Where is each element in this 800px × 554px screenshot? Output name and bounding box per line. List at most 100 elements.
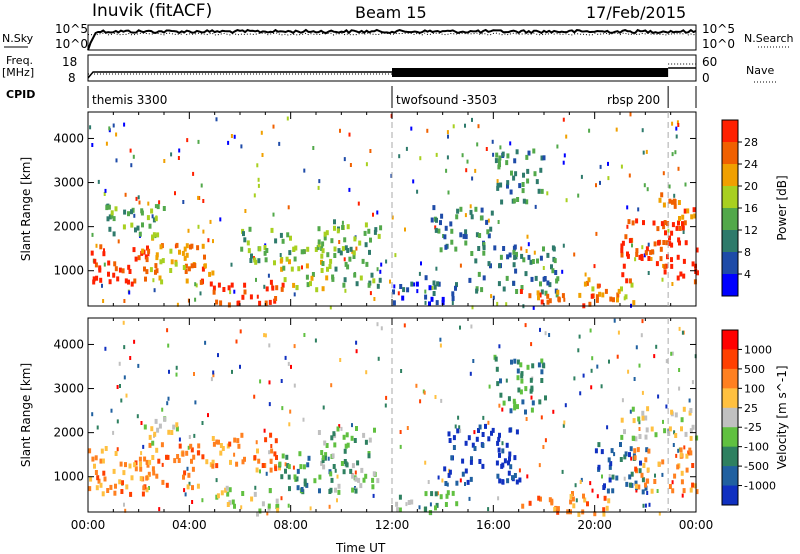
data-pixel: [468, 496, 471, 501]
data-pixel: [261, 463, 265, 468]
data-pixel: [140, 421, 143, 425]
data-pixel: [642, 150, 645, 155]
data-pixel: [376, 283, 380, 289]
data-pixel: [553, 258, 557, 264]
data-pixel: [673, 430, 676, 435]
data-pixel: [590, 385, 593, 390]
data-pixel: [469, 459, 473, 465]
data-pixel: [574, 483, 577, 488]
data-pixel: [336, 426, 340, 432]
data-pixel: [212, 285, 216, 291]
data-pixel: [212, 441, 216, 447]
data-pixel: [293, 344, 296, 349]
data-pixel: [498, 403, 501, 408]
data-pixel: [466, 479, 470, 485]
data-pixel: [107, 260, 111, 266]
data-pixel: [605, 505, 609, 511]
data-pixel: [302, 417, 305, 422]
data-pixel: [101, 458, 105, 464]
data-pixel: [634, 257, 637, 262]
data-pixel: [492, 152, 495, 157]
data-pixel: [530, 395, 533, 400]
data-pixel: [530, 407, 534, 413]
data-pixel: [641, 415, 645, 421]
data-pixel: [256, 294, 259, 299]
data-pixel: [102, 299, 105, 303]
data-pixel: [343, 157, 346, 162]
data-pixel: [482, 275, 486, 281]
nsearch-line: [87, 32, 696, 36]
data-pixel: [512, 198, 516, 204]
data-pixel: [524, 386, 528, 392]
data-pixel: [125, 393, 128, 398]
data-pixel: [536, 258, 539, 264]
data-pixel: [494, 356, 498, 362]
data-pixel: [341, 220, 344, 225]
data-pixel: [485, 219, 489, 225]
data-pixel: [653, 354, 656, 359]
data-pixel: [671, 152, 674, 157]
data-pixel: [257, 183, 260, 188]
data-pixel: [642, 463, 646, 468]
data-pixel: [364, 473, 368, 479]
data-pixel: [161, 479, 165, 485]
data-pixel: [616, 297, 619, 303]
data-pixel: [418, 505, 421, 510]
colorbar-swatch: [722, 466, 738, 487]
data-pixel: [679, 447, 683, 453]
data-pixel: [489, 226, 493, 232]
data-pixel: [451, 291, 455, 297]
data-pixel: [515, 429, 519, 435]
data-pixel: [233, 452, 236, 457]
data-pixel: [322, 464, 326, 470]
data-pixel: [156, 232, 160, 238]
data-pixel: [455, 282, 458, 288]
data-pixel: [215, 117, 218, 122]
data-pixel: [128, 290, 131, 295]
data-pixel: [224, 487, 228, 493]
data-pixel: [535, 179, 539, 185]
data-pixel: [154, 418, 158, 424]
data-pixel: [323, 235, 327, 241]
data-pixel: [330, 238, 334, 244]
data-pixel: [452, 445, 456, 450]
data-pixel: [548, 333, 551, 337]
data-pixel: [215, 478, 218, 483]
data-pixel: [337, 483, 341, 489]
data-pixel: [393, 284, 396, 289]
data-pixel: [595, 294, 599, 300]
data-pixel: [430, 217, 434, 223]
data-pixel: [695, 247, 699, 253]
data-pixel: [351, 487, 355, 493]
data-pixel: [99, 277, 103, 283]
data-pixel: [229, 459, 232, 465]
data-pixel: [626, 205, 629, 210]
data-pixel: [681, 493, 684, 498]
data-pixel: [635, 248, 639, 254]
data-pixel: [613, 318, 616, 323]
data-pixel: [280, 266, 284, 272]
data-pixel: [313, 478, 317, 484]
data-pixel: [197, 139, 200, 144]
data-pixel: [253, 394, 256, 399]
data-pixel: [657, 240, 661, 246]
data-pixel: [279, 253, 282, 257]
data-pixel: [158, 423, 162, 429]
data-pixel: [642, 503, 645, 508]
data-pixel: [454, 285, 457, 291]
data-pixel: [120, 489, 124, 494]
data-pixel: [99, 244, 103, 250]
data-pixel: [116, 419, 119, 424]
data-pixel: [470, 251, 474, 256]
data-pixel: [332, 431, 336, 437]
data-pixel: [320, 450, 324, 455]
data-pixel: [204, 340, 207, 345]
data-pixel: [202, 229, 205, 234]
data-pixel: [442, 234, 445, 238]
data-pixel: [524, 271, 528, 277]
data-pixel: [563, 420, 566, 425]
data-pixel: [544, 290, 548, 296]
data-pixel: [526, 168, 530, 174]
data-pixel: [584, 272, 587, 277]
data-pixel: [400, 369, 403, 373]
